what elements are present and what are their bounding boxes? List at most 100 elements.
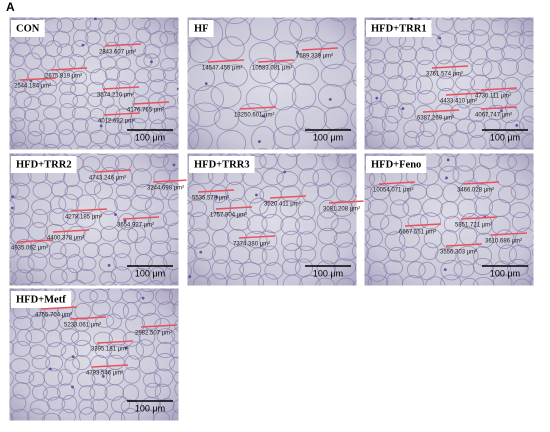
cell-wall bbox=[331, 170, 353, 188]
cell-wall bbox=[27, 281, 45, 286]
area-label: 3244.698 μm² bbox=[147, 186, 184, 192]
cell-wall bbox=[333, 146, 350, 150]
area-label: 10583.081 μm² bbox=[252, 66, 292, 72]
cell-wall bbox=[537, 17, 550, 34]
cell-wall bbox=[62, 208, 80, 225]
measure-line bbox=[490, 232, 528, 236]
measure-line bbox=[378, 181, 416, 185]
cell-wall bbox=[189, 102, 221, 127]
cell-wall bbox=[165, 17, 174, 18]
nucleus bbox=[99, 124, 103, 128]
cell-wall bbox=[353, 231, 357, 246]
cell-wall bbox=[30, 241, 51, 258]
cell-wall bbox=[138, 355, 159, 375]
cell-wall bbox=[77, 371, 96, 388]
cell-wall bbox=[120, 399, 140, 414]
cell-wall bbox=[364, 168, 375, 189]
nucleus bbox=[81, 43, 85, 47]
area-label: 10054.071 μm² bbox=[373, 188, 413, 194]
cell-wall bbox=[65, 422, 80, 427]
cell-wall bbox=[104, 66, 121, 81]
cell-wall bbox=[42, 144, 60, 150]
cell-wall bbox=[532, 248, 534, 257]
cell-wall bbox=[129, 118, 147, 132]
cell-wall bbox=[535, 49, 550, 64]
cell-wall bbox=[282, 243, 302, 263]
area-label: 3520.411 μm² bbox=[264, 202, 301, 208]
measure-line bbox=[94, 169, 132, 173]
cell-wall bbox=[407, 292, 425, 309]
cell-wall bbox=[338, 293, 356, 308]
cell-wall bbox=[187, 228, 210, 249]
cell-wall bbox=[493, 260, 511, 277]
cell-wall bbox=[221, 17, 249, 24]
cell-wall bbox=[350, 107, 357, 130]
cell-wall bbox=[9, 412, 14, 421]
cell-wall bbox=[74, 131, 92, 148]
cell-wall bbox=[474, 214, 493, 235]
cell-wall bbox=[502, 17, 516, 20]
cell-wall bbox=[541, 2, 550, 17]
cell-wall bbox=[48, 208, 69, 227]
cell-wall bbox=[269, 82, 297, 111]
cell-wall bbox=[407, 214, 428, 230]
cell-wall bbox=[9, 361, 11, 371]
cell-wall bbox=[262, 168, 284, 186]
cell-wall bbox=[10, 107, 26, 122]
area-label: 4935.062 μm² bbox=[11, 246, 48, 252]
measure-line bbox=[140, 324, 178, 328]
cell-wall bbox=[277, 153, 298, 170]
cell-wall bbox=[282, 274, 303, 286]
cell-wall bbox=[494, 229, 515, 249]
cell-wall bbox=[43, 386, 61, 401]
cell-wall bbox=[272, 125, 300, 149]
cell-wall bbox=[139, 329, 156, 346]
cell-wall bbox=[85, 284, 99, 286]
cell-wall bbox=[326, 127, 357, 150]
cell-wall bbox=[440, 201, 459, 219]
area-label: 3556.303 μm² bbox=[440, 250, 477, 256]
cell-wall bbox=[14, 370, 35, 384]
cell-wall bbox=[507, 258, 530, 277]
cell-wall bbox=[541, 78, 550, 93]
cell-wall bbox=[450, 103, 471, 120]
cell-wall bbox=[281, 230, 303, 252]
nucleus bbox=[71, 385, 74, 389]
cell-wall bbox=[499, 105, 519, 124]
cell-wall bbox=[160, 288, 173, 292]
cell-wall bbox=[532, 233, 534, 241]
cell-wall bbox=[113, 239, 131, 259]
cell-wall bbox=[155, 353, 176, 372]
cell-wall bbox=[470, 18, 490, 36]
cell-wall bbox=[265, 153, 278, 155]
cell-wall bbox=[29, 17, 44, 20]
measure-line bbox=[16, 239, 54, 243]
cell-wall bbox=[315, 277, 336, 286]
nucleus bbox=[443, 268, 447, 271]
cell-wall bbox=[384, 46, 402, 64]
measure-line bbox=[91, 364, 129, 368]
cell-wall bbox=[103, 41, 121, 57]
cell-wall bbox=[436, 32, 457, 48]
cell-wall bbox=[190, 331, 205, 345]
cell-wall bbox=[256, 148, 270, 150]
panel-label: HFD+Feno bbox=[371, 159, 421, 170]
cell-wall bbox=[364, 61, 373, 81]
cell-wall bbox=[145, 128, 163, 146]
cell-wall bbox=[163, 105, 179, 120]
cell-wall bbox=[118, 92, 136, 110]
cell-wall bbox=[486, 105, 508, 120]
cell-wall bbox=[508, 147, 521, 150]
cell-wall bbox=[387, 75, 408, 91]
cell-wall bbox=[56, 43, 74, 57]
measure-line bbox=[238, 235, 276, 239]
cell-wall bbox=[315, 292, 332, 308]
nucleus bbox=[446, 158, 450, 162]
nucleus bbox=[445, 176, 448, 180]
cell-wall bbox=[137, 17, 150, 20]
cell-wall bbox=[101, 281, 117, 286]
area-label: 7374.380 μm² bbox=[233, 242, 270, 248]
cell-wall bbox=[59, 103, 76, 120]
cell-wall bbox=[80, 153, 92, 155]
cell-wall bbox=[364, 46, 372, 63]
